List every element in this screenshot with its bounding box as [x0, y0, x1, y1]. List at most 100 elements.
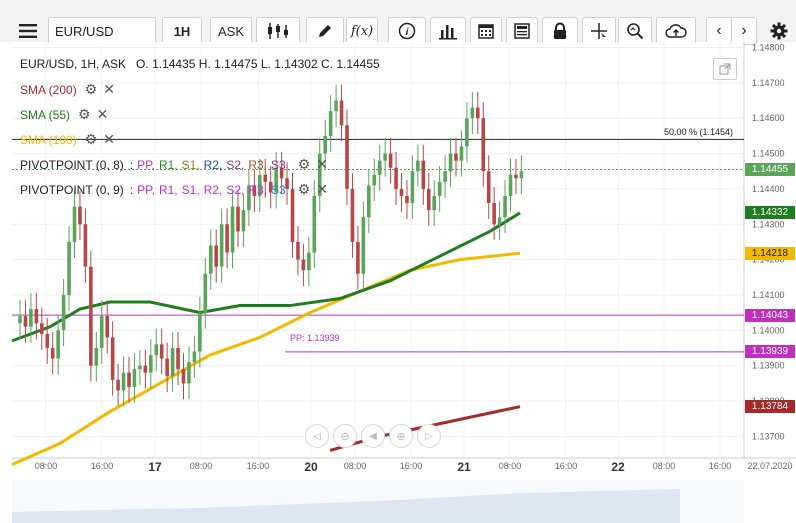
candle-body	[23, 316, 28, 327]
candle-body	[89, 266, 93, 366]
high-value: 1.14475	[214, 57, 258, 71]
cloud-save-button[interactable]	[656, 17, 696, 45]
timeframe-button[interactable]: 1H	[162, 17, 202, 45]
low-label: L.	[260, 57, 271, 71]
candle-body	[367, 185, 371, 218]
zoom-button[interactable]	[618, 17, 652, 45]
news-button[interactable]	[506, 17, 538, 45]
settings-button[interactable]	[766, 17, 792, 45]
candle-body	[268, 181, 273, 193]
candle-body	[67, 241, 71, 295]
nav-right-button[interactable]: ▷	[417, 424, 441, 448]
candle-body	[323, 135, 327, 154]
price-tag: 1.14332	[745, 206, 795, 220]
price-chart[interactable]: 1.14800 1.14700 1.14600 1.14500 1.14400 1.143…	[0, 42, 796, 523]
magnifier-icon	[627, 23, 644, 40]
reset-button[interactable]: ◀	[361, 424, 385, 448]
pencil-icon	[319, 25, 331, 37]
gear-icon[interactable]: ⚙	[84, 81, 98, 97]
navigator-overview[interactable]	[12, 480, 744, 523]
candle-body	[170, 347, 175, 377]
crosshair-button[interactable]	[582, 17, 616, 45]
candle-body	[110, 337, 115, 380]
pivot-part: S3	[271, 182, 286, 197]
zoom-out-button[interactable]: ⊖	[333, 424, 357, 448]
bar-chart-icon	[439, 25, 457, 40]
instrument-line: EUR/USD, 1H, ASK	[20, 57, 127, 71]
scroll-left-button[interactable]: ‹	[706, 17, 732, 45]
pivot-8-label: PIVOTPOINT (0, 8)	[20, 157, 124, 172]
time-tick-label: 17	[148, 460, 162, 474]
price-side-button[interactable]: ASK	[210, 17, 252, 45]
candle-body	[470, 107, 475, 119]
scroll-right-button[interactable]: ›	[731, 17, 757, 45]
legend-sma-200[interactable]: SMA (200) ⚙ ✕	[20, 81, 115, 98]
price-tick-label: 1.14400	[752, 184, 785, 194]
close-icon[interactable]: ✕	[96, 106, 109, 122]
candle-body	[192, 351, 197, 363]
sma-100-line	[11, 251, 521, 466]
candlesticks	[18, 84, 524, 407]
open-label: O.	[136, 57, 149, 71]
candle-body	[301, 259, 306, 271]
time-tick-label: 16:00	[91, 461, 114, 471]
price-tick-label: 1.14700	[752, 78, 785, 88]
pivot-part: S2,	[226, 157, 245, 172]
legend-pivot-9[interactable]: PIVOTPOINT (0, 9) : PP, R1, S1, R2, S2, R3, S3…	[20, 181, 329, 197]
candle-body	[361, 217, 366, 274]
pivot-9-parts: PP, R1, S1, R2, S2, R3, S3	[137, 183, 290, 197]
drawing-tool-button[interactable]	[306, 17, 344, 45]
candle-body	[29, 309, 33, 327]
gear-icon	[770, 22, 788, 40]
symbol-selector[interactable]: EUR/USD	[48, 17, 156, 45]
crosshair-icon	[591, 23, 607, 39]
pivot-part: R1,	[158, 182, 178, 197]
legend-sma-55[interactable]: SMA (55) ⚙ ✕	[20, 106, 108, 123]
close-icon[interactable]: ✕	[103, 81, 115, 97]
candle-body	[83, 224, 88, 267]
close-icon[interactable]: ✕	[316, 181, 329, 197]
zoom-in-button[interactable]: ⊕	[389, 424, 413, 448]
candle-body	[426, 188, 431, 211]
legend-sma-100[interactable]: SMA (100) ⚙ ✕	[20, 131, 115, 148]
legend-pivot-8[interactable]: PIVOTPOINT (0, 8) : PP, R1, S1, R2, S2, R3, S3…	[20, 156, 329, 172]
indicators-button[interactable]: f(x)	[346, 17, 378, 45]
candle-body	[214, 245, 218, 267]
fib-50-label: 50.00 % (1.1454)	[664, 127, 734, 137]
zoom-in-icon: ⊕	[396, 430, 406, 443]
candle-body	[410, 171, 415, 204]
gear-icon[interactable]: ⚙	[78, 106, 91, 122]
close-icon[interactable]: ✕	[103, 131, 115, 147]
candle-body	[247, 185, 251, 211]
popout-icon	[719, 63, 731, 75]
info-button[interactable]: i	[388, 17, 426, 45]
gear-icon[interactable]: ⚙	[84, 131, 98, 147]
price-tick-label: 1.14000	[752, 325, 785, 335]
menu-icon[interactable]	[12, 17, 44, 45]
candle-body	[486, 171, 491, 204]
chart-navigation: ◁ ⊖ ◀ ⊕ ▷	[305, 424, 441, 448]
candle-body	[279, 167, 284, 179]
sma-100-label: SMA (100)	[20, 132, 77, 147]
triangle-left-icon: ◁	[313, 430, 321, 442]
volume-button[interactable]	[430, 17, 466, 45]
timeframe-label: 1H	[173, 23, 191, 39]
gear-icon[interactable]: ⚙	[297, 181, 311, 197]
chart-type-button[interactable]	[256, 17, 300, 45]
candle-body	[514, 174, 518, 179]
candle-body	[465, 118, 469, 147]
calendar-button[interactable]	[470, 17, 502, 45]
candle-body	[241, 210, 246, 232]
candle-body	[225, 224, 229, 253]
gear-icon[interactable]: ⚙	[297, 156, 311, 172]
candle-body	[56, 330, 60, 359]
lock-button[interactable]	[542, 17, 578, 45]
candle-body	[176, 347, 180, 370]
pivot-part: R2,	[203, 182, 223, 197]
sma-55-label: SMA (55)	[20, 107, 71, 122]
pivot-part: PP,	[137, 182, 155, 197]
nav-left-button[interactable]: ◁	[305, 424, 329, 448]
low-value: 1.14302	[274, 57, 318, 71]
close-icon[interactable]: ✕	[316, 156, 329, 172]
fullscreen-button[interactable]	[713, 58, 737, 80]
